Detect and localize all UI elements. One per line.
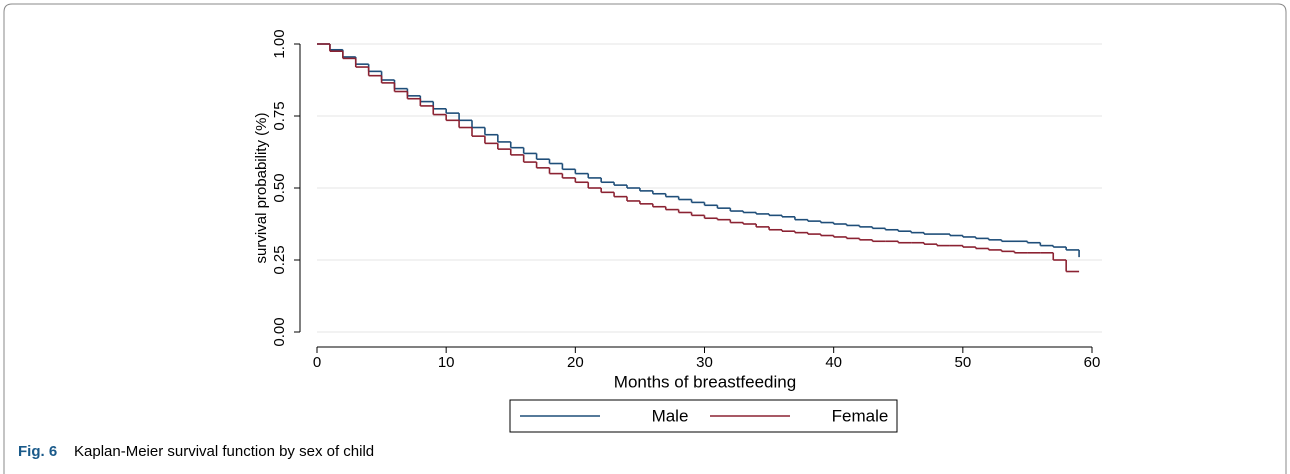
caption-label: Fig. 6 <box>18 443 57 460</box>
y-tick-label: 0.00 <box>271 317 288 346</box>
x-axis-label: Months of breastfeeding <box>614 372 796 391</box>
y-axis-label: survival probability (%) <box>253 113 270 264</box>
caption: Kaplan-Meier survival function by sex of… <box>74 443 374 460</box>
x-tick-label: 60 <box>1084 354 1101 371</box>
legend-label: Female <box>832 406 889 425</box>
x-tick-label: 50 <box>954 354 971 371</box>
y-tick-label: 0.75 <box>271 101 288 130</box>
x-tick-label: 30 <box>696 354 713 371</box>
x-tick-label: 10 <box>438 354 455 371</box>
x-tick-label: 20 <box>567 354 584 371</box>
y-tick-label: 0.50 <box>271 173 288 202</box>
x-tick-label: 0 <box>313 354 321 371</box>
y-tick-label: 0.25 <box>271 245 288 274</box>
frame <box>3 3 1287 474</box>
legend-label: Male <box>652 406 689 425</box>
legend-box <box>509 399 898 433</box>
x-tick-label: 40 <box>825 354 842 371</box>
y-tick-label: 1.00 <box>271 29 288 58</box>
